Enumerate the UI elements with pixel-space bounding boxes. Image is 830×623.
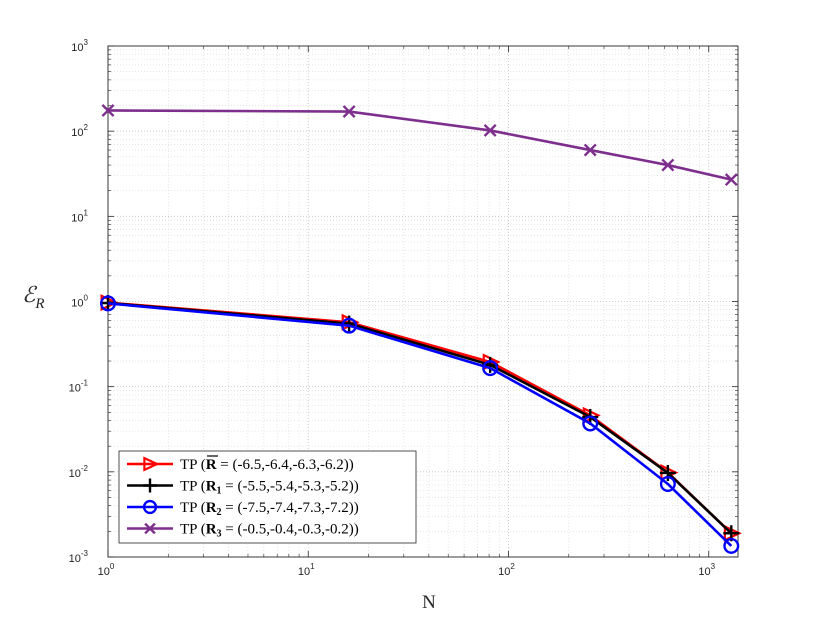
data-point (583, 143, 597, 157)
axes: 100 101 102 103 10-3 10-2 10-1 100 101 102 103 (69, 38, 739, 578)
y-axis-label: ℰR (22, 282, 45, 312)
data-point (483, 123, 497, 137)
data-point (723, 537, 740, 554)
data-point (661, 158, 675, 172)
series-3 (99, 295, 740, 554)
legend-label: TP (R = (-6.5,-6.4,-6.3,-6.2)) (180, 457, 354, 473)
legend-marker (143, 478, 157, 493)
data-point (341, 317, 358, 334)
x-tick-label: 103 (698, 562, 715, 578)
series-layer (99, 104, 742, 554)
legend-marker (142, 499, 158, 515)
data-point (342, 105, 356, 118)
data-point (582, 415, 599, 432)
data-point (724, 173, 738, 187)
legend-entry: TP (R1 = (-5.5,-5.4,-5.3,-5.2)) (127, 478, 359, 497)
legend-marker (143, 456, 160, 472)
series-line (107, 301, 733, 535)
legend-marker (144, 522, 156, 535)
series-line (107, 302, 733, 547)
x-tick-label: 102 (498, 562, 515, 578)
y-tick-label: 103 (71, 38, 88, 54)
series-4 (101, 104, 738, 187)
x-axis-label: N (422, 592, 436, 613)
legend-label: TP (R3 = (-0.5,-0.4,-0.3,-0.2)) (180, 522, 359, 540)
x-tick-label: 101 (298, 562, 315, 578)
y-tick-label: 102 (71, 123, 88, 139)
legend-entry: TP (R = (-6.5,-6.4,-6.3,-6.2)) (127, 455, 354, 473)
y-tick-label: 10-2 (69, 464, 89, 480)
legend-entry: TP (R2 = (-7.5,-7.4,-7.3,-7.2)) (127, 499, 359, 518)
legend-entry: TP (R3 = (-0.5,-0.4,-0.3,-0.2)) (127, 522, 359, 540)
data-point (482, 360, 499, 377)
y-tick-label: 10-3 (69, 549, 89, 565)
y-tick-label: 100 (71, 294, 88, 310)
data-point (659, 475, 676, 492)
data-point (101, 104, 115, 117)
legend-label: TP (R1 = (-5.5,-5.4,-5.3,-5.2)) (180, 479, 359, 497)
legend: TP (R = (-6.5,-6.4,-6.3,-6.2)) TP (R1 = (… (118, 450, 417, 544)
legend-box (118, 450, 417, 544)
y-tick-label: 101 (71, 208, 88, 224)
legend-label: TP (R2 = (-7.5,-7.4,-7.3,-7.2)) (180, 500, 359, 518)
series-line (107, 109, 732, 181)
x-tick-label: 100 (98, 562, 115, 578)
y-tick-label: 10-1 (69, 379, 89, 395)
data-point (99, 295, 116, 312)
